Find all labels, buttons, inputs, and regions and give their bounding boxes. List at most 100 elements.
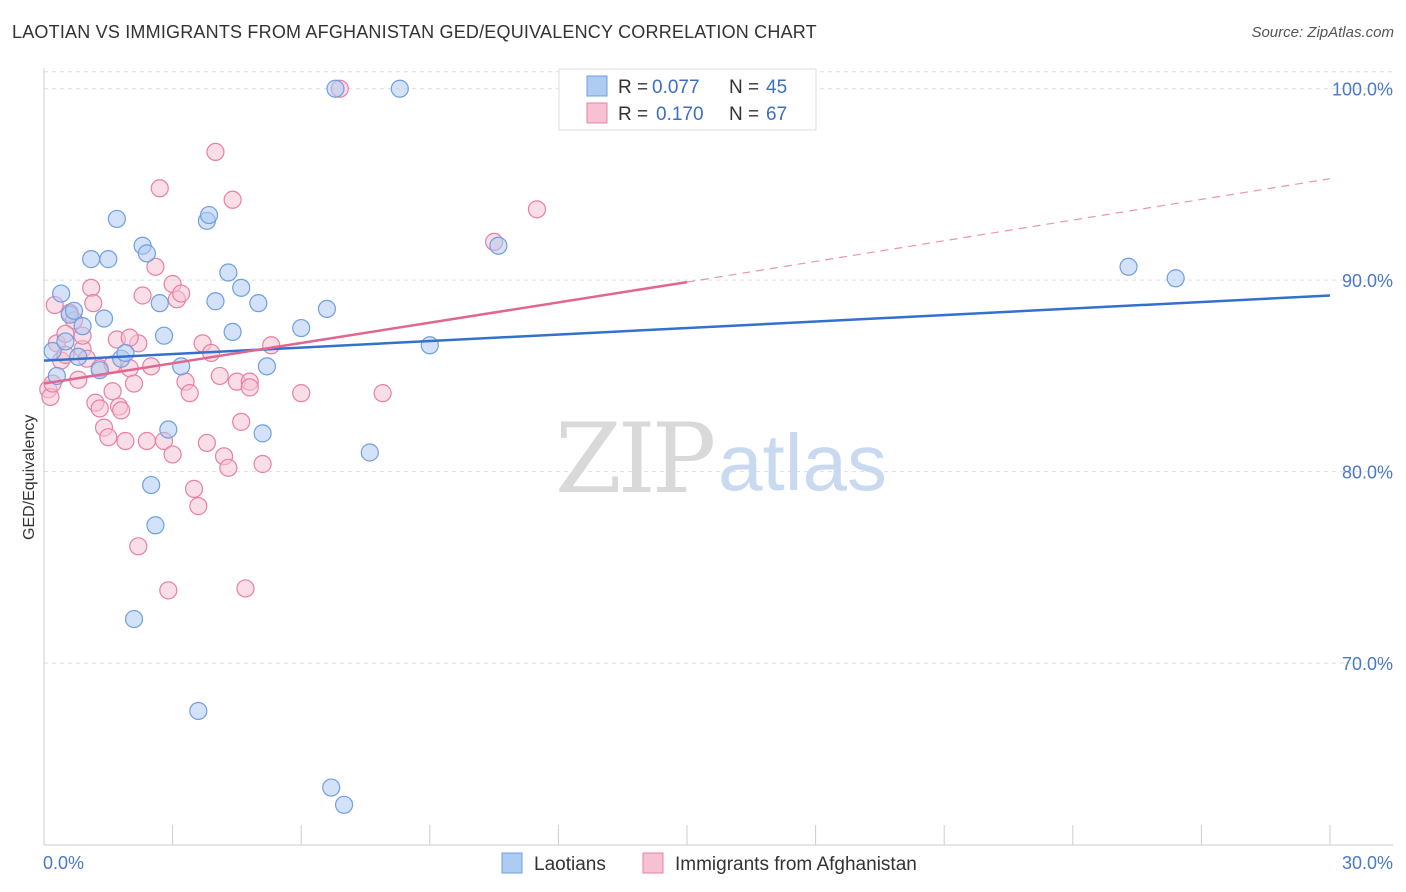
- x-tick-label-min: 0.0%: [43, 853, 84, 873]
- laotians-point: [292, 318, 311, 338]
- trend-line-afghanistan-projection: [686, 178, 1331, 283]
- afghanistan-point: [124, 374, 144, 393]
- laotians-point: [322, 778, 341, 797]
- legend-n-value-2: 67: [766, 104, 787, 125]
- afghanistan-point: [146, 257, 165, 276]
- laotians-point: [137, 244, 156, 263]
- afghanistan-point: [159, 581, 178, 600]
- laotians-point: [94, 309, 114, 328]
- watermark-atlas: atlas: [718, 418, 887, 507]
- y-tick-label-1: 90.0%: [1342, 271, 1393, 291]
- afghanistan-point: [120, 328, 139, 347]
- laotians-point: [116, 343, 135, 363]
- watermark-zip: ZIP: [555, 403, 714, 515]
- afghanistan-point: [90, 399, 109, 418]
- laotians-point: [390, 79, 409, 98]
- laotians-point: [154, 326, 174, 345]
- afghanistan-point: [84, 294, 103, 313]
- laotians-point: [189, 701, 208, 721]
- watermark: ZIP atlas: [555, 403, 887, 515]
- laotians-point: [99, 250, 118, 269]
- afghanistan-point: [137, 431, 156, 451]
- legend-r-value-1: 0.077: [652, 77, 700, 98]
- legend-swatch-afghanistan: [586, 102, 608, 124]
- afghanistan-point: [206, 142, 225, 162]
- afghanistan-point: [373, 384, 392, 403]
- laotians-point: [253, 424, 272, 443]
- laotians-point: [489, 236, 508, 255]
- afghanistan-point: [99, 428, 118, 447]
- afghanistan-point: [210, 366, 229, 386]
- legend-bottom: Laotians Immigrants from Afghanistan: [501, 852, 917, 875]
- trend-lines: [43, 178, 1331, 385]
- laotians-point: [1166, 269, 1185, 288]
- laotians-point: [223, 322, 242, 341]
- laotians-point: [334, 795, 354, 814]
- legend-swatch-laotians: [586, 75, 608, 97]
- legend-r-value-2: 0.170: [656, 104, 704, 125]
- legend-bottom-label-laotians: Laotians: [534, 854, 606, 875]
- afghanistan-point: [189, 497, 208, 516]
- afghanistan-point: [527, 200, 547, 219]
- laotians-point: [199, 205, 219, 225]
- afghanistan-point: [103, 382, 122, 401]
- laotians-point: [1119, 257, 1138, 276]
- laotians-point: [206, 292, 225, 311]
- laotians-point: [150, 294, 169, 313]
- legend-top: R = 0.077 N = 45 R = 0.170 N = 67: [558, 68, 817, 131]
- laotians-point: [420, 336, 439, 355]
- legend-n-label-1: N =: [729, 77, 759, 98]
- afghanistan-point: [150, 179, 169, 198]
- afghanistan-point: [180, 384, 199, 403]
- laotians-point: [82, 250, 101, 269]
- source-label: Source: ZipAtlas.com: [1251, 24, 1394, 41]
- laotians-point: [159, 420, 178, 439]
- afghanistan-point: [172, 284, 191, 303]
- laotians-point: [326, 79, 345, 98]
- laotians-point: [257, 357, 277, 376]
- afghanistan-point: [219, 458, 238, 477]
- laotians-point: [52, 284, 71, 303]
- afghanistan-point: [116, 431, 135, 451]
- afghanistan-point: [240, 378, 259, 397]
- y-tick-label-0: 100.0%: [1332, 80, 1393, 100]
- legend-r-label-1: R =: [618, 77, 648, 98]
- y-tick-labels: 100.0% 90.0% 80.0% 70.0%: [1332, 80, 1393, 674]
- x-tick-label-max: 30.0%: [1342, 853, 1393, 873]
- legend-r-label-2: R =: [618, 104, 648, 125]
- laotians-point: [249, 294, 268, 313]
- afghanistan-point: [232, 412, 251, 431]
- y-tick-label-2: 80.0%: [1342, 463, 1393, 483]
- y-axis-label: GED/Equivalency: [21, 415, 38, 540]
- legend-bottom-swatch-laotians: [501, 852, 523, 874]
- chart-title: LAOTIAN VS IMMIGRANTS FROM AFGHANISTAN G…: [12, 22, 817, 42]
- laotians-point: [146, 516, 165, 535]
- laotians-point: [107, 209, 126, 229]
- laotians-point: [69, 347, 88, 366]
- laotians-point: [64, 301, 84, 320]
- trend-line-afghanistan: [43, 280, 688, 385]
- y-tick-label-3: 70.0%: [1342, 654, 1393, 674]
- legend-bottom-label-afghanistan: Immigrants from Afghanistan: [675, 854, 917, 875]
- laotians-point: [73, 317, 92, 336]
- afghanistan-point: [112, 401, 131, 420]
- afghanistan-point: [129, 537, 148, 556]
- legend-n-value-1: 45: [766, 77, 787, 98]
- afghanistan-point: [253, 454, 272, 474]
- afghanistan-point: [163, 445, 182, 464]
- legend-bottom-swatch-afghanistan: [642, 852, 664, 874]
- afghanistan-point: [223, 190, 242, 209]
- laotians-point: [142, 475, 161, 495]
- laotians-point: [219, 263, 238, 282]
- afghanistan-point: [133, 286, 152, 305]
- afghanistan-point: [292, 384, 311, 403]
- laotians-point: [317, 299, 337, 319]
- gridlines: [44, 71, 1393, 664]
- afghanistan-point: [262, 336, 281, 355]
- laotians-point: [232, 278, 251, 297]
- afghanistan-point: [236, 579, 255, 598]
- afghanistan-point: [184, 479, 204, 498]
- legend-n-label-2: N =: [729, 104, 759, 125]
- afghanistan-point: [197, 433, 216, 453]
